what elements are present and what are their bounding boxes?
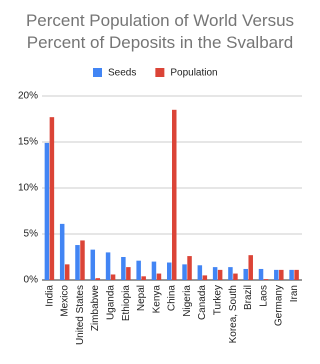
bar bbox=[217, 269, 223, 280]
bar bbox=[151, 261, 157, 280]
bar bbox=[182, 264, 187, 280]
bar bbox=[248, 255, 253, 280]
legend-swatch bbox=[155, 68, 165, 77]
bar bbox=[167, 262, 172, 280]
bar bbox=[121, 257, 126, 280]
bar bbox=[136, 260, 141, 280]
x-tick-label: Kenya bbox=[151, 285, 162, 314]
x-tick-label: Zimbabwe bbox=[90, 285, 101, 332]
bar bbox=[279, 269, 284, 280]
x-tick-label: China bbox=[167, 285, 178, 312]
x-tick-label: Uganda bbox=[105, 285, 116, 320]
x-tick-label: Laos bbox=[258, 285, 269, 307]
x-tick-label: Ethiopia bbox=[121, 285, 132, 322]
bar bbox=[44, 142, 50, 280]
bar bbox=[110, 274, 116, 280]
legend-label: Seeds bbox=[108, 68, 136, 79]
y-tick-label: 0% bbox=[24, 275, 39, 286]
bar bbox=[64, 264, 70, 280]
y-tick-label: 5% bbox=[24, 229, 39, 240]
x-tick-label: Korea, South bbox=[228, 285, 239, 343]
bar bbox=[258, 268, 264, 280]
x-tick-label: Germany bbox=[274, 285, 285, 326]
legend-label: Population bbox=[170, 68, 217, 79]
bar bbox=[95, 278, 101, 280]
bar bbox=[187, 256, 192, 280]
bar bbox=[80, 240, 85, 280]
y-tick-label: 10% bbox=[18, 183, 38, 194]
bar bbox=[289, 269, 294, 280]
bar bbox=[105, 252, 111, 280]
x-tick-label: Mexico bbox=[60, 285, 71, 317]
bar bbox=[90, 249, 96, 280]
bar bbox=[212, 267, 218, 280]
bar bbox=[274, 269, 279, 280]
legend-swatch bbox=[93, 68, 102, 77]
bar bbox=[59, 223, 65, 280]
y-tick-label: 15% bbox=[18, 137, 38, 148]
bar bbox=[228, 267, 233, 280]
x-tick-label: India bbox=[44, 285, 55, 307]
bar bbox=[141, 276, 146, 280]
x-tick-label: Iran bbox=[289, 285, 300, 302]
x-tick-label: Turkey bbox=[213, 285, 224, 315]
bar bbox=[294, 269, 299, 280]
bar bbox=[49, 117, 55, 280]
x-tick-label: United States bbox=[75, 285, 86, 345]
bar bbox=[263, 279, 269, 280]
bar bbox=[156, 273, 162, 280]
y-tick-label: 20% bbox=[18, 91, 38, 102]
bar bbox=[75, 245, 80, 280]
bar bbox=[202, 275, 208, 280]
bar bbox=[243, 268, 248, 280]
bar bbox=[126, 267, 131, 280]
x-tick-label: Brazil bbox=[243, 285, 254, 310]
x-tick-label: Nigeria bbox=[182, 285, 193, 317]
x-tick-label: Nepal bbox=[136, 285, 147, 311]
chart-title: Percent Population of World Versus Perce… bbox=[25, 11, 295, 52]
bar bbox=[197, 265, 203, 280]
x-tick-label: Canada bbox=[197, 285, 208, 320]
bar bbox=[172, 109, 177, 280]
bar bbox=[233, 273, 238, 280]
